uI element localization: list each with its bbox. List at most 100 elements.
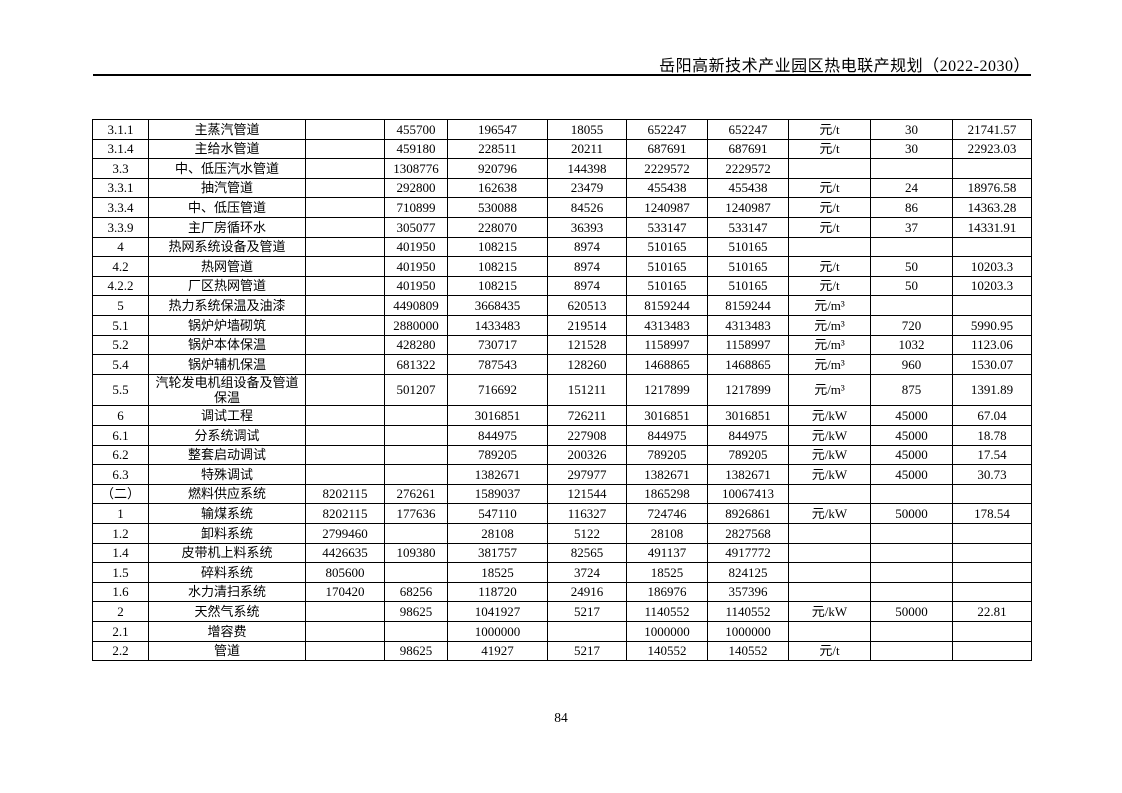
table-cell: 121544 (547, 483, 627, 505)
table-cell: 元/t (788, 197, 871, 218)
table-cell (952, 522, 1032, 544)
table-cell (305, 373, 385, 407)
table-cell: 3724 (547, 562, 627, 583)
table-cell: 1041927 (447, 601, 548, 622)
table-cell: 45000 (870, 405, 953, 426)
table-cell: 108215 (447, 236, 548, 258)
table-cell: 30.73 (952, 464, 1032, 485)
table-cell: 177636 (384, 503, 448, 524)
item-name-cell: 输煤系统 (148, 503, 306, 524)
item-code-cell: 5.5 (92, 373, 149, 407)
item-code-cell: 6.2 (92, 444, 149, 466)
table-cell: 710899 (384, 197, 448, 218)
table-cell (305, 256, 385, 277)
table-cell (952, 542, 1032, 564)
table-cell (305, 601, 385, 622)
table-cell: 14363.28 (952, 197, 1032, 218)
table-cell: 533147 (626, 216, 708, 238)
table-cell (870, 581, 953, 603)
item-name-cell: 调试工程 (148, 405, 306, 426)
table-cell: 10203.3 (952, 256, 1032, 277)
table-row: 4.2.2 厂区热网管道 401950 108215 8974 510165 510165 元… (92, 275, 1032, 297)
table-row: 1.2 卸料系统 2799460 28108 5122 28108 2827568 (92, 522, 1032, 544)
table-cell: 716692 (447, 373, 548, 407)
table-cell (952, 620, 1032, 642)
table-cell: 元/kW (788, 503, 871, 524)
table-cell: 228511 (447, 138, 548, 160)
table-cell: 824125 (707, 562, 789, 583)
table-cell: 844975 (626, 424, 708, 446)
item-name-cell: 热网管道 (148, 256, 306, 277)
table-cell (305, 197, 385, 218)
item-code-cell: 1.6 (92, 581, 149, 603)
table-cell (788, 483, 871, 505)
table-cell: 10067413 (707, 483, 789, 505)
table-cell (870, 295, 953, 316)
table-cell: 196547 (447, 119, 548, 140)
table-cell: 24 (870, 177, 953, 199)
cost-breakdown-table: 3.1.1 主蒸汽管道 455700 196547 18055 652247 652247 元… (92, 119, 1032, 662)
item-name-cell: 水力清扫系统 (148, 581, 306, 603)
item-name-cell: 锅炉炉墙砌筑 (148, 314, 306, 336)
table-cell (305, 334, 385, 356)
item-code-cell: 1.2 (92, 522, 149, 544)
table-cell: 18.78 (952, 424, 1032, 446)
item-name-cell: 厂区热网管道 (148, 275, 306, 297)
table-cell: 18055 (547, 119, 627, 140)
table-cell: 178.54 (952, 503, 1032, 524)
table-cell: 1158997 (626, 334, 708, 356)
item-name-cell: 管道 (148, 640, 306, 662)
table-cell (870, 562, 953, 583)
table-cell: 18976.58 (952, 177, 1032, 199)
table-cell: 186976 (626, 581, 708, 603)
table-cell: 1382671 (447, 464, 548, 485)
table-cell: 8159244 (707, 295, 789, 316)
table-cell (788, 236, 871, 258)
table-cell (952, 581, 1032, 603)
table-row: 5 热力系统保温及油漆 4490809 3668435 620513 8159244 815… (92, 295, 1032, 316)
table-row: 6 调试工程 3016851 726211 3016851 3016851 元/kW 4500… (92, 405, 1032, 426)
table-row: 3.1.4 主给水管道 459180 228511 20211 687691 687691 元… (92, 138, 1032, 160)
table-cell: 24916 (547, 581, 627, 603)
table-row: 5.1 锅炉炉墙砌筑 2880000 1433483 219514 4313483 4313… (92, 314, 1032, 336)
table-cell: 1217899 (707, 373, 789, 407)
table-cell: 116327 (547, 503, 627, 524)
table-cell: 687691 (626, 138, 708, 160)
item-name-cell: 锅炉辅机保温 (148, 354, 306, 375)
item-name-cell: 热网系统设备及管道 (148, 236, 306, 258)
table-cell (305, 275, 385, 297)
item-code-cell: 5.2 (92, 334, 149, 356)
item-name-cell: 特殊调试 (148, 464, 306, 485)
table-cell: 元/m³ (788, 373, 871, 407)
table-cell: 455438 (707, 177, 789, 199)
table-cell: 1382671 (626, 464, 708, 485)
table-cell: 元/t (788, 256, 871, 277)
table-cell: 8926861 (707, 503, 789, 524)
table-cell: 1865298 (626, 483, 708, 505)
table-cell: 276261 (384, 483, 448, 505)
table-cell (305, 405, 385, 426)
item-code-cell: 2 (92, 601, 149, 622)
table-cell (788, 542, 871, 564)
item-code-cell: 3.1.4 (92, 138, 149, 160)
table-cell: 1240987 (707, 197, 789, 218)
item-code-cell: 4.2.2 (92, 275, 149, 297)
table-cell: 8974 (547, 236, 627, 258)
table-cell: 428280 (384, 334, 448, 356)
table-cell (870, 483, 953, 505)
table-cell: 5990.95 (952, 314, 1032, 336)
table-cell: 45000 (870, 424, 953, 446)
table-cell: 1468865 (626, 354, 708, 375)
table-cell: 67.04 (952, 405, 1032, 426)
table-cell (305, 464, 385, 485)
table-cell: 1468865 (707, 354, 789, 375)
table-cell: 68256 (384, 581, 448, 603)
table-cell: 3016851 (707, 405, 789, 426)
table-cell: 30 (870, 138, 953, 160)
table-cell (384, 620, 448, 642)
item-name-cell: 中、低压管道 (148, 197, 306, 218)
item-name-cell: 主给水管道 (148, 138, 306, 160)
table-cell: 元/t (788, 177, 871, 199)
table-cell: 128260 (547, 354, 627, 375)
table-cell (305, 119, 385, 140)
